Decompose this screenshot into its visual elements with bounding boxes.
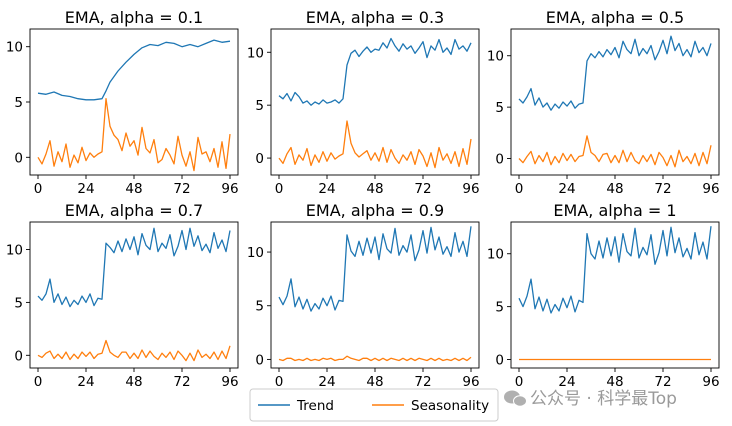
y-tick-label: 0: [14, 150, 23, 166]
series-line-seasonality: [37, 339, 231, 362]
x-tick-label: 48: [125, 374, 142, 390]
subplot-1: EMA, alpha = 0.1 0 24 48 72 96 0 5 10: [6, 8, 239, 197]
x-tick-label: 72: [654, 374, 671, 390]
x-tick-label: 48: [606, 374, 623, 390]
x-tick-label: 72: [173, 374, 190, 390]
series-line-seasonality: [37, 98, 231, 172]
x-tick-label: 24: [77, 374, 94, 390]
series-line-trend: [37, 227, 231, 308]
x-tick-label: 0: [275, 181, 284, 197]
x-tick-label: 24: [77, 181, 94, 197]
subplot-title: EMA, alpha = 0.7: [65, 201, 203, 220]
y-tick-label: 10: [6, 243, 23, 259]
x-tick-label: 72: [173, 181, 190, 197]
series-line-seasonality: [278, 355, 472, 362]
subplot-2: EMA, alpha = 0.3 0 24 48 72 96 0 5 10: [247, 8, 480, 197]
x-tick-label: 0: [34, 181, 43, 197]
subplot-title: EMA, alpha = 0.5: [546, 8, 684, 27]
subplot-title: EMA, alpha = 0.3: [306, 8, 444, 27]
y-tick-label: 5: [495, 100, 504, 116]
subplot-title: EMA, alpha = 0.9: [306, 201, 444, 220]
x-tick-label: 96: [221, 181, 238, 197]
y-tick-label: 10: [247, 245, 264, 261]
x-tick-label: 0: [275, 374, 284, 390]
legend-label-seasonality: Seasonality: [411, 398, 489, 414]
y-tick-label: 5: [14, 95, 23, 111]
legend: Trend Seasonality: [249, 388, 499, 422]
x-tick-label: 0: [515, 374, 524, 390]
x-tick-label: 0: [515, 181, 524, 197]
series-line-trend: [278, 226, 472, 312]
watermark: 公众号 · 科学最Top: [504, 389, 677, 409]
x-tick-label: 72: [414, 374, 431, 390]
y-tick-label: 0: [14, 348, 23, 364]
x-tick-label: 48: [366, 374, 383, 390]
y-tick-label: 5: [495, 300, 504, 316]
x-tick-label: 96: [702, 181, 719, 197]
y-tick-label: 0: [255, 352, 264, 368]
y-tick-label: 10: [247, 45, 264, 61]
subplot-title: EMA, alpha = 0.1: [65, 8, 203, 27]
wechat-icon: [504, 390, 527, 407]
x-tick-label: 48: [125, 181, 142, 197]
x-tick-label: 72: [414, 181, 431, 197]
x-tick-label: 48: [366, 181, 383, 197]
watermark-text: 公众号 · 科学最Top: [530, 389, 677, 409]
subplot-5: EMA, alpha = 0.9 0 24 48 72 96 0 5 10: [247, 201, 480, 390]
x-tick-label: 72: [654, 181, 671, 197]
y-tick-label: 10: [6, 40, 23, 56]
x-tick-label: 24: [558, 374, 575, 390]
y-tick-label: 5: [255, 98, 264, 114]
x-tick-label: 24: [558, 181, 575, 197]
plot-frame: [29, 221, 239, 369]
x-tick-label: 96: [221, 374, 238, 390]
y-tick-label: 10: [487, 49, 504, 65]
subplot-title: EMA, alpha = 1: [553, 201, 676, 220]
subplot-3: EMA, alpha = 0.5 0 24 48 72 96 0 5 10: [487, 8, 720, 197]
y-tick-label: 10: [487, 247, 504, 263]
x-tick-label: 96: [462, 374, 479, 390]
y-tick-label: 0: [495, 152, 504, 168]
x-tick-label: 0: [34, 374, 43, 390]
plot-frame: [510, 221, 720, 369]
series-line-trend: [37, 39, 231, 101]
plot-frame: [270, 221, 480, 369]
series-line-trend: [278, 37, 472, 106]
y-tick-label: 5: [14, 295, 23, 311]
subplot-4: EMA, alpha = 0.7 0 24 48 72 96 0 5 10: [6, 201, 239, 390]
x-tick-label: 48: [606, 181, 623, 197]
series-line-trend: [518, 226, 712, 314]
subplot-6: EMA, alpha = 1 0 24 48 72 96 0 5 10: [487, 201, 720, 390]
x-tick-label: 24: [318, 374, 335, 390]
x-tick-label: 96: [702, 374, 719, 390]
series-line-seasonality: [278, 120, 472, 169]
x-tick-label: 96: [462, 181, 479, 197]
series-line-trend: [518, 35, 712, 111]
x-tick-label: 24: [318, 181, 335, 197]
y-tick-label: 5: [255, 299, 264, 315]
legend-label-trend: Trend: [296, 398, 334, 414]
y-tick-label: 0: [255, 151, 264, 167]
series-line-seasonality: [518, 135, 712, 168]
y-tick-label: 0: [495, 353, 504, 369]
